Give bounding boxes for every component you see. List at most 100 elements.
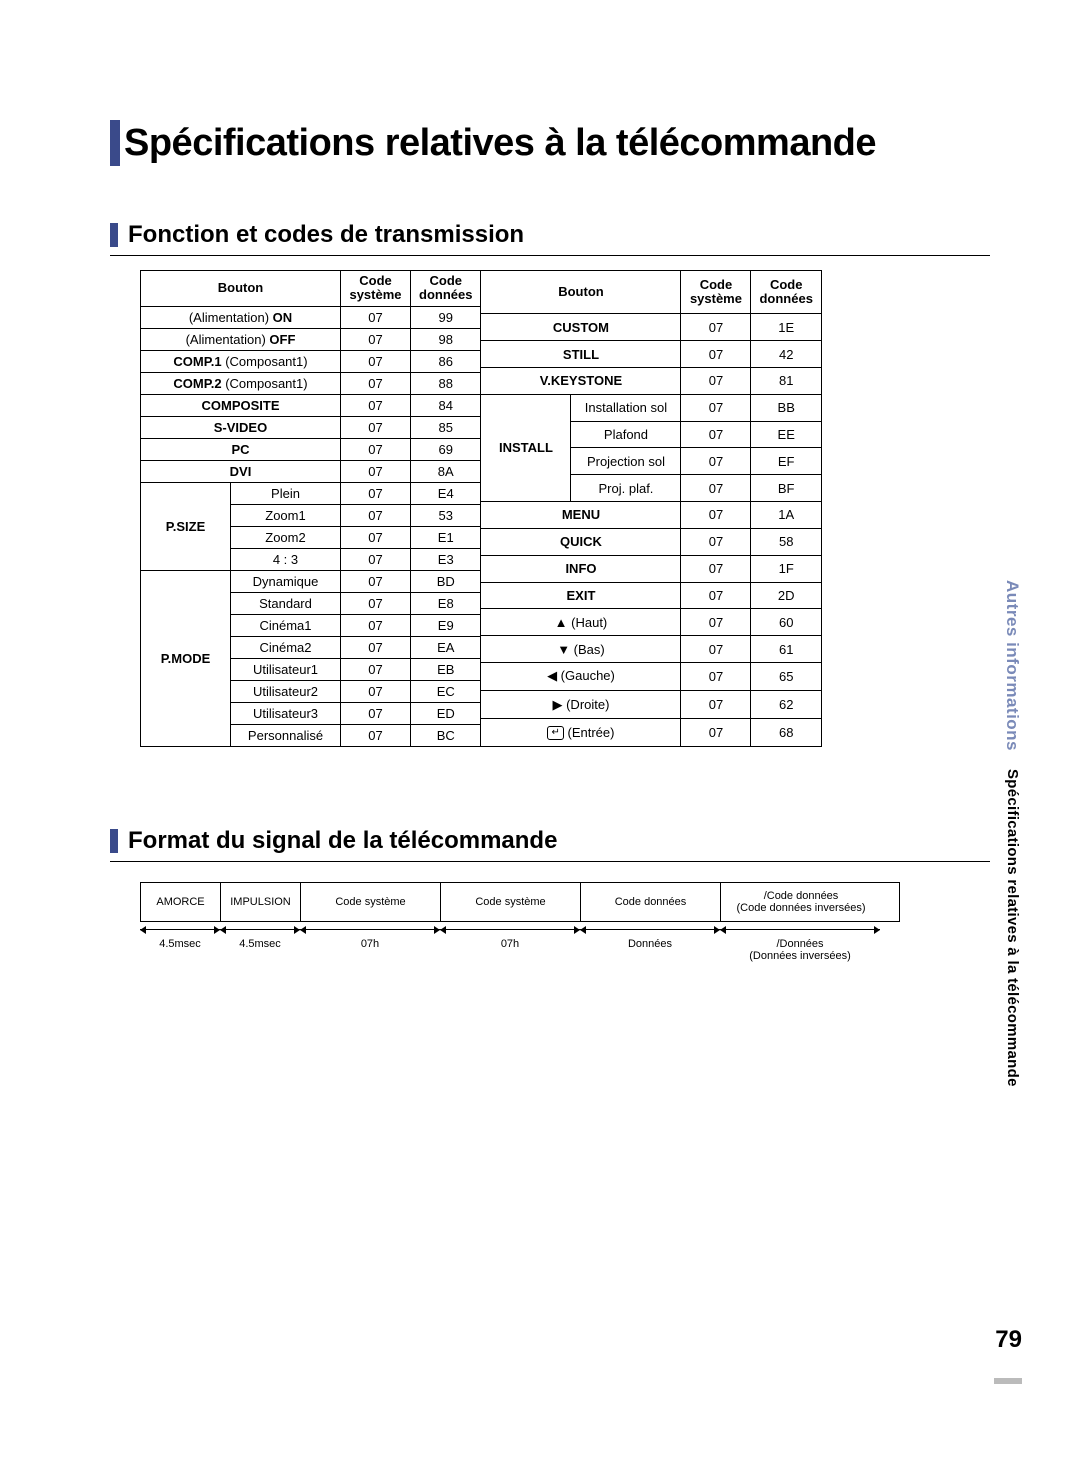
section1-heading: Fonction et codes de transmission xyxy=(110,221,990,249)
signal-box: AMORCE xyxy=(141,883,221,921)
button-cell: ◀ (Gauche) xyxy=(481,662,681,690)
sys-cell: 07 xyxy=(341,416,411,438)
group-label-cell: INSTALL xyxy=(481,394,571,501)
th-bouton: Bouton xyxy=(141,271,341,307)
section-bar xyxy=(110,829,118,853)
signal-below-label: 4.5msec xyxy=(140,938,220,962)
section2-text: Format du signal de la télécommande xyxy=(128,827,557,855)
button-cell: COMP.1 (Composant1) xyxy=(141,350,341,372)
sys-cell: 07 xyxy=(681,368,751,395)
signal-below-label: 4.5msec xyxy=(220,938,300,962)
signal-below-label: /Données(Données inversées) xyxy=(720,938,880,962)
page-title: Spécifications relatives à la télécomman… xyxy=(110,120,990,166)
th-data: Codedonnées xyxy=(751,271,821,314)
data-cell: 68 xyxy=(751,719,821,747)
sub-cell: Cinéma2 xyxy=(231,636,341,658)
codes-table-right: Bouton Codesystème Codedonnées CUSTOM071… xyxy=(480,270,821,747)
data-cell: BC xyxy=(411,724,481,746)
table-row: COMP.2 (Composant1)0788 xyxy=(141,372,481,394)
table-row: INFO071F xyxy=(481,555,821,582)
sys-cell: 07 xyxy=(341,504,411,526)
sys-cell: 07 xyxy=(341,680,411,702)
table-row: CUSTOM071E xyxy=(481,314,821,341)
data-cell: 84 xyxy=(411,394,481,416)
table-row: COMP.1 (Composant1)0786 xyxy=(141,350,481,372)
button-cell: ▲ (Haut) xyxy=(481,609,681,636)
sys-cell: 07 xyxy=(681,582,751,609)
table-row: DVI078A xyxy=(141,460,481,482)
signal-below-label: 07h xyxy=(300,938,440,962)
sub-cell: Utilisateur1 xyxy=(231,658,341,680)
sys-cell: 07 xyxy=(681,448,751,475)
sub-cell: 4 : 3 xyxy=(231,548,341,570)
button-cell: (Alimentation) ON xyxy=(141,306,341,328)
sys-cell: 07 xyxy=(341,328,411,350)
arrow-segment xyxy=(140,924,220,936)
sys-cell: 07 xyxy=(681,609,751,636)
button-cell: PC xyxy=(141,438,341,460)
table-header-row: Bouton Codesystème Codedonnées xyxy=(141,271,481,307)
button-cell: COMPOSITE xyxy=(141,394,341,416)
group-label-cell: P.SIZE xyxy=(141,482,231,570)
data-cell: EC xyxy=(411,680,481,702)
table-row: ▲ (Haut)0760 xyxy=(481,609,821,636)
button-cell: INFO xyxy=(481,555,681,582)
sys-cell: 07 xyxy=(681,719,751,747)
sub-cell: Cinéma1 xyxy=(231,614,341,636)
table-row: ◀ (Gauche)0765 xyxy=(481,662,821,690)
table-row: ↵ (Entrée)0768 xyxy=(481,719,821,747)
sub-cell: Plein xyxy=(231,482,341,504)
data-cell: BD xyxy=(411,570,481,592)
sub-cell: Zoom2 xyxy=(231,526,341,548)
sys-cell: 07 xyxy=(341,702,411,724)
table-row: STILL0742 xyxy=(481,341,821,368)
sys-cell: 07 xyxy=(341,526,411,548)
button-cell: QUICK xyxy=(481,528,681,555)
table-header-row: Bouton Codesystème Codedonnées xyxy=(481,271,821,314)
sys-cell: 07 xyxy=(681,475,751,502)
table-row: PC0769 xyxy=(141,438,481,460)
arrow-segment xyxy=(440,924,580,936)
button-cell: EXIT xyxy=(481,582,681,609)
sub-cell: Utilisateur2 xyxy=(231,680,341,702)
table-row: EXIT072D xyxy=(481,582,821,609)
signal-diagram: AMORCEIMPULSIONCode systèmeCode systèmeC… xyxy=(140,882,900,962)
data-cell: E9 xyxy=(411,614,481,636)
sys-cell: 07 xyxy=(341,438,411,460)
sys-cell: 07 xyxy=(341,350,411,372)
section1-text: Fonction et codes de transmission xyxy=(128,221,524,249)
sys-cell: 07 xyxy=(341,636,411,658)
sys-cell: 07 xyxy=(341,570,411,592)
data-cell: 62 xyxy=(751,690,821,718)
sys-cell: 07 xyxy=(681,636,751,663)
data-cell: 85 xyxy=(411,416,481,438)
button-cell: STILL xyxy=(481,341,681,368)
table-row: INSTALLInstallation sol07BB xyxy=(481,394,821,421)
arrow-segment xyxy=(300,924,440,936)
data-cell: EF xyxy=(751,448,821,475)
arrow-segment xyxy=(720,924,880,936)
table-row: P.MODEDynamique07BD xyxy=(141,570,481,592)
arrow-segment xyxy=(220,924,300,936)
data-cell: EA xyxy=(411,636,481,658)
sub-cell: Installation sol xyxy=(571,394,681,421)
signal-box: Code système xyxy=(441,883,581,921)
sys-cell: 07 xyxy=(681,690,751,718)
signal-below-label: 07h xyxy=(440,938,580,962)
data-cell: 58 xyxy=(751,528,821,555)
section2-heading: Format du signal de la télécommande xyxy=(110,827,990,855)
sys-cell: 07 xyxy=(681,394,751,421)
signal-box: /Code données(Code données inversées) xyxy=(721,883,881,921)
sys-cell: 07 xyxy=(341,306,411,328)
sys-cell: 07 xyxy=(341,394,411,416)
signal-box: Code données xyxy=(581,883,721,921)
table-row: MENU071A xyxy=(481,502,821,529)
data-cell: 65 xyxy=(751,662,821,690)
sub-cell: Proj. plaf. xyxy=(571,475,681,502)
side-tab-title: Spécifications relatives à la télécomman… xyxy=(1004,769,1021,1087)
data-cell: 1A xyxy=(751,502,821,529)
th-bouton: Bouton xyxy=(481,271,681,314)
button-cell: ▶ (Droite) xyxy=(481,690,681,718)
table-row: P.SIZEPlein07E4 xyxy=(141,482,481,504)
sys-cell: 07 xyxy=(341,548,411,570)
